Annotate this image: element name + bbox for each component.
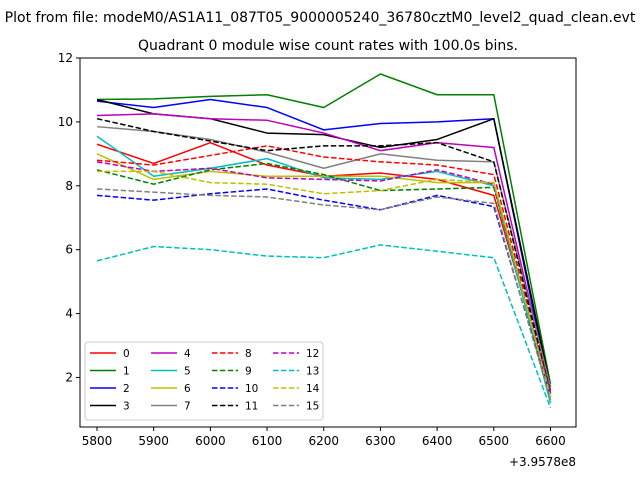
legend-label-2: 2 xyxy=(123,383,130,395)
series-line-15 xyxy=(96,188,552,401)
x-tick-label: 5900 xyxy=(138,434,169,448)
x-tick-label: 5800 xyxy=(82,434,113,448)
legend-label-10: 10 xyxy=(245,383,258,395)
y-axis: 2 4 6 8 10 12 xyxy=(58,51,80,384)
legend-label-0: 0 xyxy=(123,348,130,360)
series-lines xyxy=(96,73,552,409)
y-tick-label: 4 xyxy=(65,307,73,321)
series-line-14 xyxy=(97,170,552,397)
series-line-12 xyxy=(96,161,552,394)
x-tick-label: 6200 xyxy=(308,434,339,448)
y-tick-label: 8 xyxy=(65,179,73,193)
series-line-4 xyxy=(96,113,552,391)
figure-suptitle: Plot from file: modeM0/AS1A11_087T05_900… xyxy=(5,10,636,26)
legend-label-6: 6 xyxy=(184,383,191,395)
chart-title: Quadrant 0 module wise count rates with … xyxy=(138,38,518,54)
legend-label-12: 12 xyxy=(306,348,319,360)
x-offset-label: +3.9578e8 xyxy=(509,455,576,469)
legend-label-8: 8 xyxy=(245,348,252,360)
legend-label-13: 13 xyxy=(306,366,319,378)
series-line-2 xyxy=(96,98,552,394)
x-axis: 5800 5900 6000 6100 6200 6300 6400 6500 6600 xyxy=(82,427,566,448)
legend-label-5: 5 xyxy=(184,366,191,378)
x-tick-label: 6600 xyxy=(535,434,566,448)
legend-label-1: 1 xyxy=(123,366,130,378)
legend-label-7: 7 xyxy=(184,401,191,413)
y-tick-label: 6 xyxy=(65,243,73,257)
legend-label-4: 4 xyxy=(184,348,191,360)
x-tick-label: 6400 xyxy=(422,434,453,448)
axes-frame xyxy=(79,57,577,428)
series-line-8 xyxy=(96,145,552,394)
series-line-13 xyxy=(96,244,552,409)
y-tick-label: 12 xyxy=(58,51,73,65)
x-tick-label: 6000 xyxy=(195,434,226,448)
series-line-6 xyxy=(96,153,552,397)
x-tick-label: 6100 xyxy=(252,434,283,448)
legend-label-11: 11 xyxy=(245,401,258,413)
x-tick-label: 6300 xyxy=(365,434,396,448)
series-line-10 xyxy=(96,188,552,397)
y-tick-label: 10 xyxy=(58,115,73,129)
legend-box xyxy=(84,341,324,421)
legend-label-14: 14 xyxy=(306,383,320,395)
series-line-1 xyxy=(97,73,552,385)
series-line-7 xyxy=(96,125,552,388)
y-tick-label: 2 xyxy=(65,370,73,384)
legend-label-9: 9 xyxy=(245,366,252,378)
x-tick-label: 6500 xyxy=(479,434,510,448)
legend-label-3: 3 xyxy=(123,401,130,413)
series-line-11 xyxy=(96,117,552,394)
legend-label-15: 15 xyxy=(306,401,319,413)
series-line-9 xyxy=(96,162,552,391)
